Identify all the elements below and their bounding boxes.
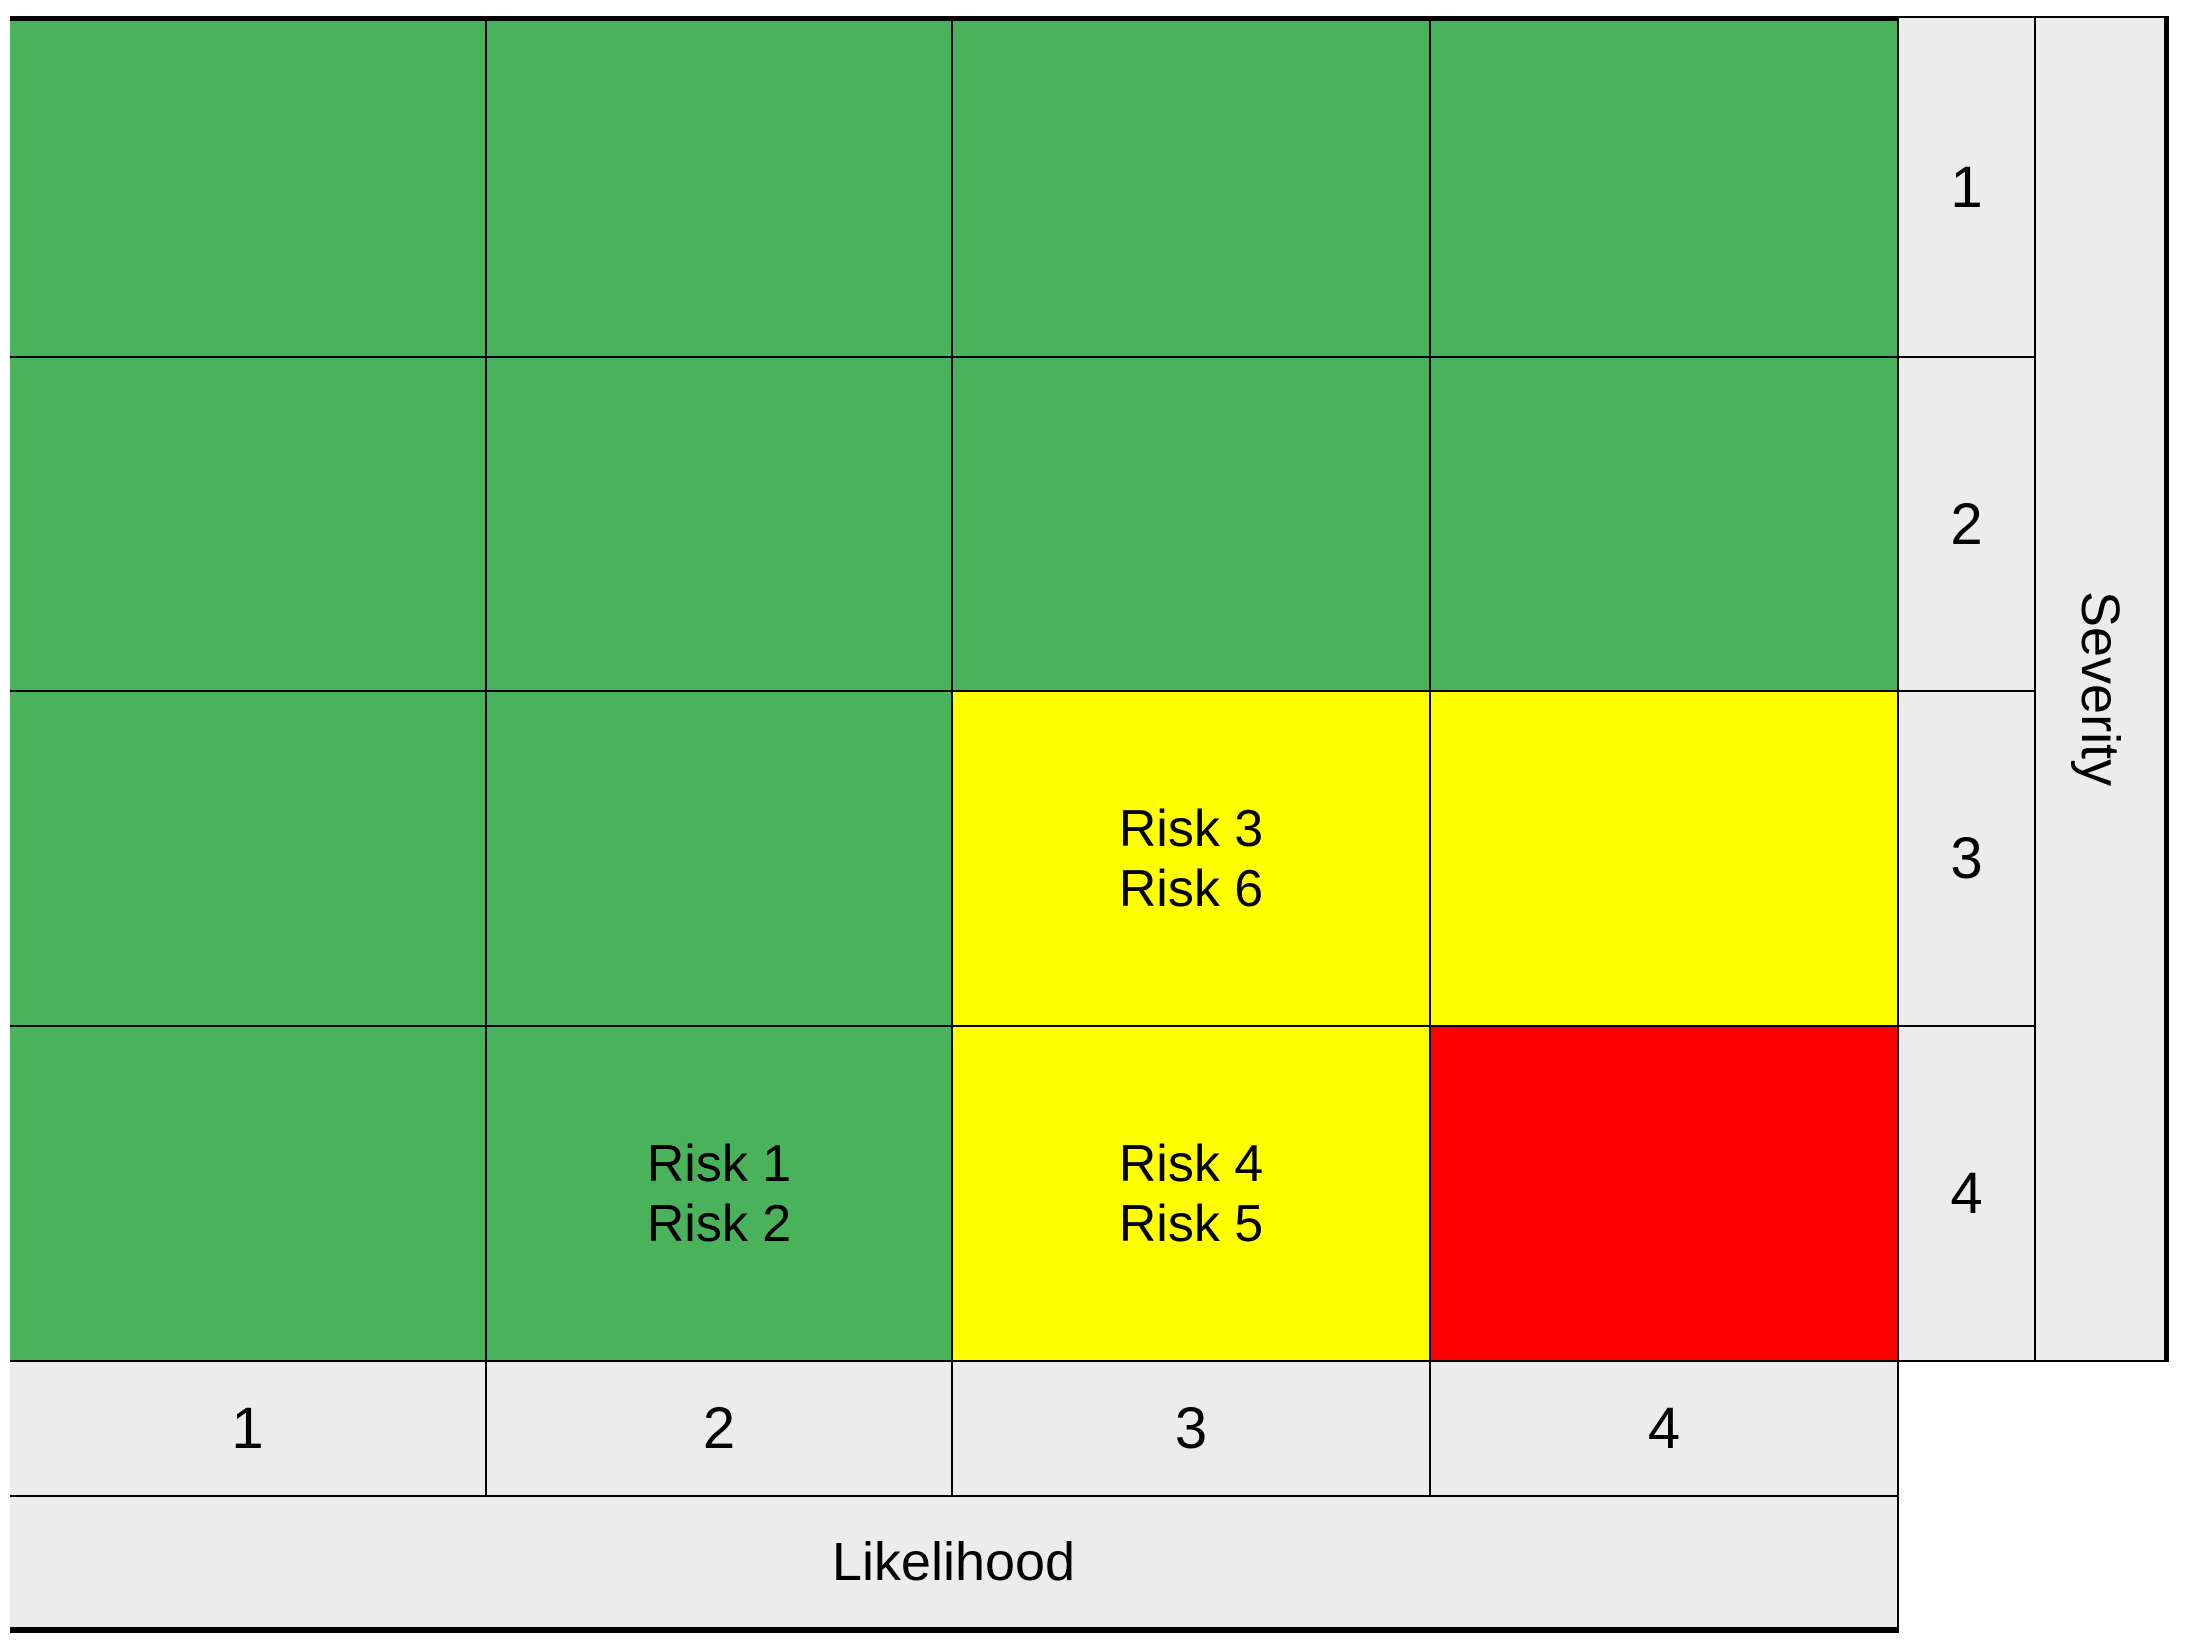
- matrix-cell-severity2-likelihood4[interactable]: [1431, 358, 1899, 692]
- matrix-cell-severity4-likelihood2[interactable]: Risk 1 Risk 2: [487, 1027, 953, 1362]
- risk-label: Risk 3: [1118, 799, 1264, 858]
- severity-axis-title: Severity: [2036, 16, 2169, 1362]
- matrix-cell-severity4-likelihood1[interactable]: [10, 1027, 487, 1362]
- likelihood-axis-title: Likelihood: [10, 1497, 1899, 1633]
- matrix-cell-severity2-likelihood2[interactable]: [487, 358, 953, 692]
- risk-label: Risk 6: [1118, 859, 1264, 918]
- matrix-cell-severity1-likelihood4[interactable]: [1431, 16, 1899, 358]
- likelihood-tick-3: 3: [953, 1362, 1431, 1497]
- likelihood-tick-2: 2: [487, 1362, 953, 1497]
- matrix-cell-severity3-likelihood4[interactable]: [1431, 692, 1899, 1027]
- matrix-cell-severity3-likelihood2[interactable]: [487, 692, 953, 1027]
- matrix-cell-severity1-likelihood3[interactable]: [953, 16, 1431, 358]
- likelihood-tick-1: 1: [10, 1362, 487, 1497]
- matrix-cell-severity2-likelihood3[interactable]: [953, 358, 1431, 692]
- likelihood-tick-4: 4: [1431, 1362, 1899, 1497]
- risk-label: Risk 5: [1118, 1194, 1264, 1253]
- risk-label: Risk 1: [646, 1134, 792, 1193]
- risk-matrix-grid: 1 2 3 4 Severity 1 2 3 4 Likelihood Risk…: [10, 16, 2169, 1633]
- severity-tick-3: 3: [1899, 692, 2036, 1027]
- matrix-cell-severity3-likelihood1[interactable]: [10, 692, 487, 1027]
- matrix-cell-severity1-likelihood1[interactable]: [10, 16, 487, 358]
- risk-label: Risk 4: [1118, 1134, 1264, 1193]
- matrix-cell-severity3-likelihood3[interactable]: Risk 3 Risk 6: [953, 692, 1431, 1027]
- matrix-cell-severity1-likelihood2[interactable]: [487, 16, 953, 358]
- risk-label: Risk 2: [646, 1194, 792, 1253]
- severity-tick-2: 2: [1899, 358, 2036, 692]
- matrix-cell-severity4-likelihood3[interactable]: Risk 4 Risk 5: [953, 1027, 1431, 1362]
- severity-tick-1: 1: [1899, 16, 2036, 358]
- matrix-cell-severity4-likelihood4[interactable]: [1431, 1027, 1899, 1362]
- matrix-cell-severity2-likelihood1[interactable]: [10, 358, 487, 692]
- severity-tick-4: 4: [1899, 1027, 2036, 1362]
